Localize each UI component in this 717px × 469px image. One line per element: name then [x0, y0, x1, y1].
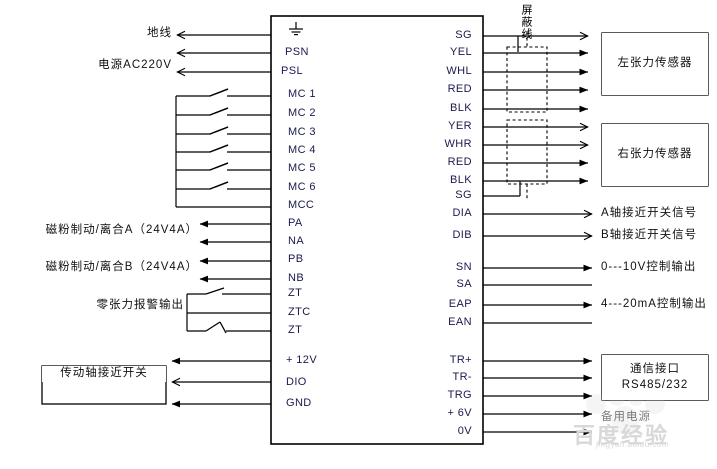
annotation-magnetic-brake-a: 磁粉制动/离合A（24V4A） — [45, 224, 198, 236]
terminal-6v: + 6V — [447, 407, 472, 419]
terminal-sg-bottom: SG — [455, 189, 472, 201]
terminal-mc2: MC 2 — [288, 107, 316, 119]
annotation-power-ac220v: 电源AC220V — [98, 59, 172, 71]
terminal-blk-right: BLK — [450, 174, 472, 186]
terminal-tr-minus: TR- — [452, 371, 472, 383]
shield-box-upper — [506, 46, 548, 113]
terminal-sn: SN — [455, 261, 472, 273]
mc-switch-contacts — [209, 88, 229, 190]
terminal-ztc: ZTC — [288, 306, 311, 318]
terminal-trg: TRG — [447, 389, 472, 401]
box-left-tension-sensor: 左张力传感器 — [602, 33, 708, 95]
terminal-eap: EAP — [448, 298, 472, 310]
box-right-tension-sensor: 右张力传感器 — [602, 124, 708, 186]
annotation-voltage-control-output: 0---10V控制输出 — [601, 261, 697, 273]
terminal-nb: NB — [288, 272, 305, 284]
terminal-gnd: GND — [286, 397, 312, 409]
annotation-ground-wire: 地线 — [147, 27, 172, 39]
annotation-magnetic-brake-b: 磁粉制动/离合B（24V4A） — [45, 261, 198, 273]
terminal-ean: EAN — [448, 316, 472, 328]
terminal-red-left: RED — [447, 83, 472, 95]
terminal-sa: SA — [456, 278, 472, 290]
terminal-mc3: MC 3 — [288, 126, 316, 138]
terminal-yel: YEL — [450, 46, 472, 58]
annotation-axis-a-signal: A轴接近开关信号 — [601, 207, 698, 219]
terminal-mc6: MC 6 — [288, 181, 316, 193]
terminal-sg-top: SG — [455, 29, 472, 41]
annotation-zero-tension-alarm: 零张力报警输出 — [96, 299, 184, 311]
terminal-zt-2: ZT — [288, 324, 303, 336]
watermark-text: 百度经验 — [573, 424, 670, 449]
terminal-dib: DIB — [452, 229, 472, 241]
terminal-blk-left: BLK — [450, 102, 472, 114]
terminal-dio: DIO — [286, 376, 307, 388]
terminal-whr: WHR — [444, 138, 472, 150]
terminal-dia: DIA — [452, 207, 472, 219]
shield-box-lower — [506, 119, 548, 185]
terminal-mcc: MCC — [288, 199, 315, 211]
terminal-mc5: MC 5 — [288, 162, 316, 174]
terminal-pa: PA — [288, 217, 303, 229]
annotation-backup-power: 备用电源 — [601, 411, 651, 423]
controller-body — [270, 15, 484, 445]
terminal-12v: + 12V — [286, 354, 318, 366]
box-comm-interface: 通信接口 RS485/232 — [602, 355, 708, 400]
terminal-psl: PSL — [281, 65, 303, 77]
terminal-whl: WHL — [446, 65, 472, 77]
terminal-pb: PB — [288, 253, 304, 265]
terminal-tr-plus: TR+ — [449, 354, 472, 366]
terminal-mc4: MC 4 — [288, 144, 316, 156]
terminal-na: NA — [288, 235, 305, 247]
annotation-current-control-output: 4---20mA控制输出 — [601, 298, 707, 310]
terminal-zt-1: ZT — [288, 287, 303, 299]
annotation-axis-b-signal: B轴接近开关信号 — [601, 229, 698, 241]
box-drive-shaft-proximity-switch: 传动轴接近开关 — [42, 366, 166, 382]
label-shield-wire: 屏蔽线 — [520, 4, 532, 40]
watermark-subtext: jingyan.baidu.com — [596, 440, 669, 449]
terminal-red-right: RED — [447, 156, 472, 168]
terminal-0v: 0V — [457, 425, 472, 437]
terminal-yer: YER — [448, 120, 472, 132]
terminal-mc1: MC 1 — [288, 88, 316, 100]
terminal-psn: PSN — [285, 46, 309, 58]
